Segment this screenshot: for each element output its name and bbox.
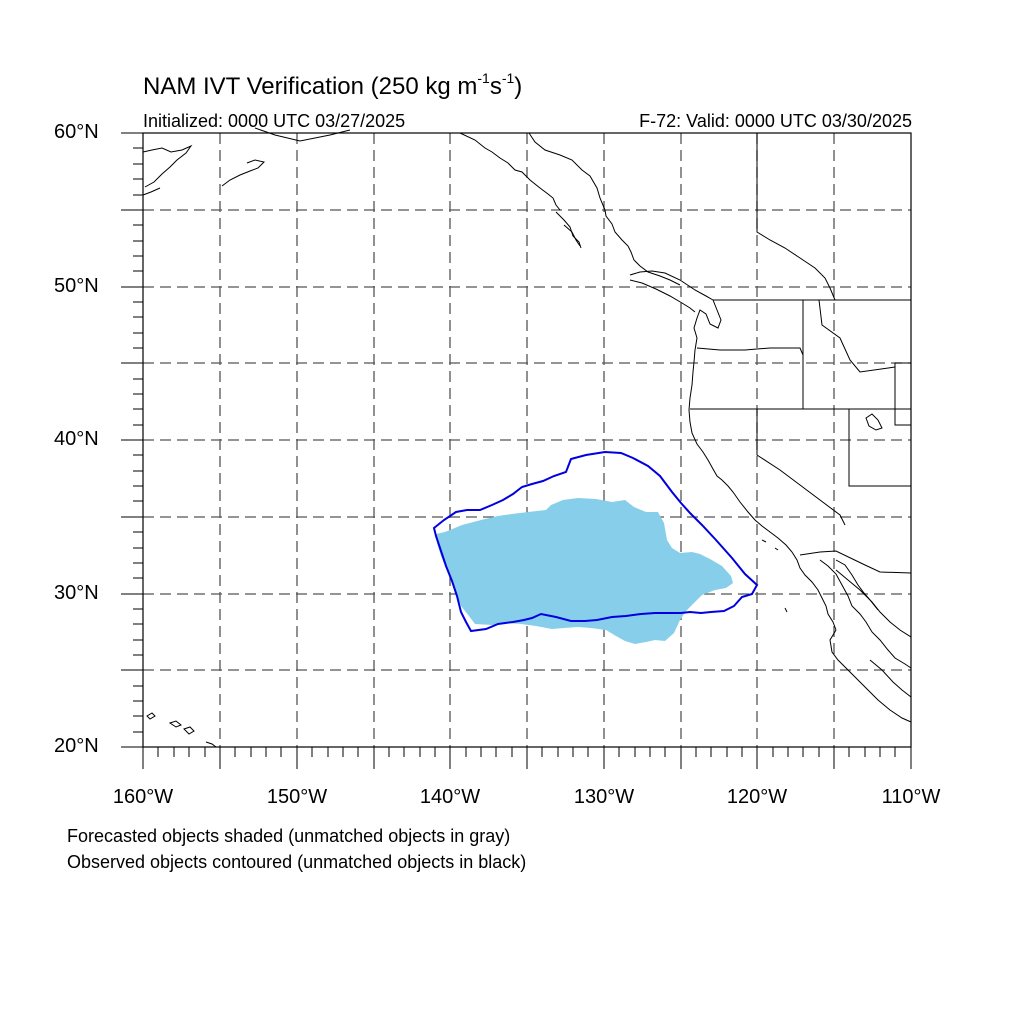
lon-label-140w: 140°W: [419, 786, 481, 808]
lon-label-120w: 120°W: [726, 786, 788, 808]
lat-label-40n: 40°N: [54, 428, 99, 450]
valid-time: F-72: Valid: 0000 UTC 03/30/2025: [639, 111, 912, 131]
lat-ticks: [121, 132, 143, 748]
lat-label-30n: 30°N: [54, 582, 99, 604]
lon-label-130w: 130°W: [573, 786, 635, 808]
coastlines: [142, 127, 912, 723]
graticule: [143, 133, 911, 747]
lon-label-110w: 110°W: [881, 786, 941, 808]
map-frame: [142, 132, 912, 748]
lon-ticks: [142, 747, 912, 769]
initialized-time: Initialized: 0000 UTC 03/27/2025: [143, 111, 406, 131]
observed-ivt-contour: [432, 450, 759, 633]
lon-label-150w: 150°W: [266, 786, 328, 808]
lat-label-50n: 50°N: [54, 275, 99, 297]
islands: [146, 539, 788, 748]
lat-label-20n: 20°N: [54, 735, 99, 757]
map-title: NAM IVT Verification (250 kg m-1s-1): [143, 70, 523, 100]
forecast-ivt-object: [436, 498, 733, 644]
political-borders: [690, 133, 912, 574]
lat-label-60n: 60°N: [54, 121, 99, 143]
forecast-legend-note: Forecasted objects shaded (unmatched obj…: [67, 826, 511, 846]
observed-legend-note: Observed objects contoured (unmatched ob…: [67, 852, 527, 872]
lon-label-160w: 160°W: [112, 786, 174, 808]
